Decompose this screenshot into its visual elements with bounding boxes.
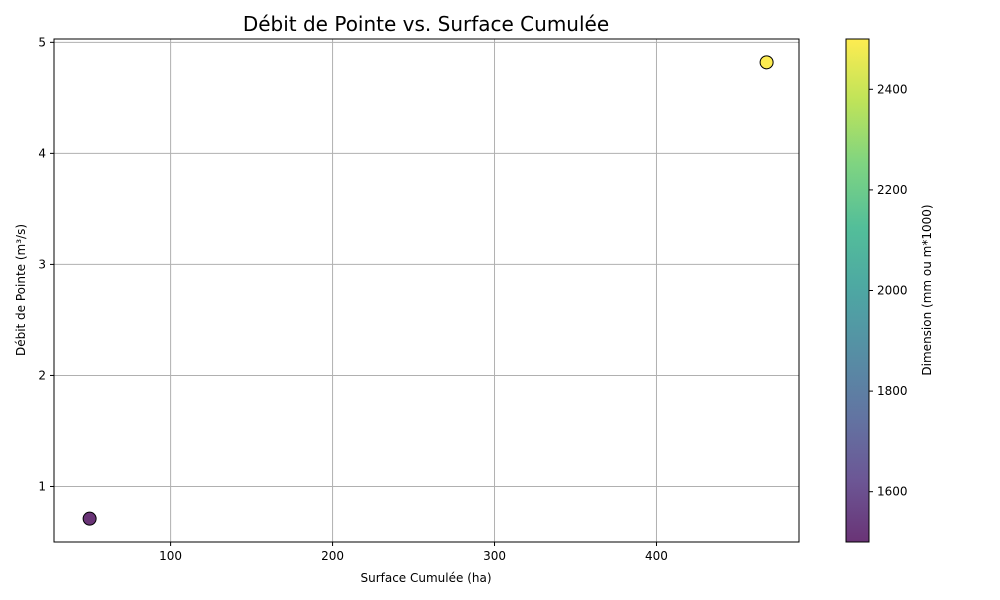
y-axis: 1 2 3 4 5 (38, 35, 54, 493)
x-axis: 100 200 300 400 (159, 542, 668, 563)
plot-frame (53, 38, 800, 543)
colorbar-tick-label: 2400 (877, 82, 908, 96)
colorbar-tick-label: 2000 (877, 284, 908, 298)
x-tick-label: 100 (159, 549, 182, 563)
colorbar-tick-label: 1600 (877, 485, 908, 499)
y-axis-label: Débit de Pointe (m³/s) (14, 224, 28, 356)
x-tick-label: 200 (321, 549, 344, 563)
y-tick-label: 3 (38, 257, 46, 271)
colorbar-label: Dimension (mm ou m*1000) (920, 204, 934, 375)
scatter-point (759, 55, 774, 70)
data-points (82, 55, 774, 526)
y-tick-label: 4 (38, 146, 46, 160)
colorbar-tick-label: 2200 (877, 183, 908, 197)
x-tick-label: 300 (483, 549, 506, 563)
y-tick-label: 2 (38, 368, 46, 382)
x-axis-label: Surface Cumulée (ha) (360, 571, 491, 585)
grid (54, 39, 799, 542)
colorbar-ticks: 1600 1800 2000 2200 2400 (869, 82, 908, 499)
y-tick-label: 5 (38, 35, 46, 49)
chart-title: Débit de Pointe vs. Surface Cumulée (243, 12, 609, 36)
y-tick-label: 1 (38, 479, 46, 493)
x-tick-label: 400 (645, 549, 668, 563)
colorbar-tick-label: 1800 (877, 384, 908, 398)
scatter-point (82, 511, 97, 526)
colorbar (845, 38, 870, 543)
